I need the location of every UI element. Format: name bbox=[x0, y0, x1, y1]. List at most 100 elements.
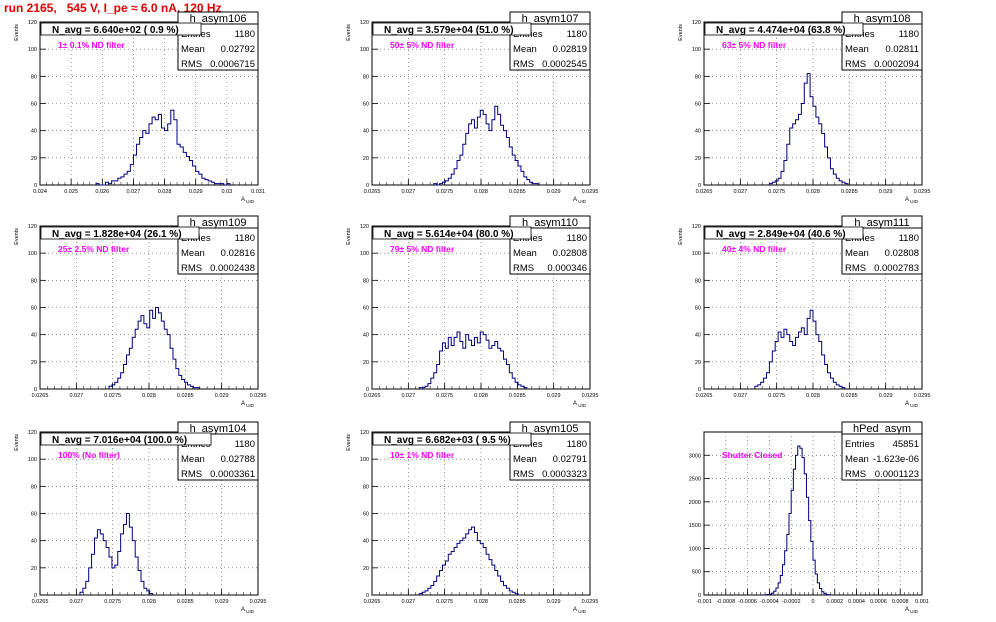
n-avg-label: N_avg = 2.849e+04 (40.6 %) bbox=[716, 229, 846, 240]
histogram-outline bbox=[418, 526, 519, 595]
stats-value: 0.02808 bbox=[553, 248, 587, 259]
x-tick-label: 0.027 bbox=[127, 189, 141, 195]
y-axis-title: Events bbox=[346, 24, 352, 41]
y-tick-label: 100 bbox=[28, 457, 37, 463]
x-tick-label: 0.0004 bbox=[848, 599, 865, 605]
stats-box bbox=[509, 215, 591, 275]
y-tick-label: 40 bbox=[363, 539, 369, 545]
x-tick-label: 0.0285 bbox=[177, 599, 194, 605]
x-tick-label: 0.0285 bbox=[509, 393, 526, 399]
x-axis-title: A UID bbox=[905, 401, 919, 408]
histogram-name: h_asym107 bbox=[522, 13, 579, 25]
histogram-name: h_asym110 bbox=[522, 217, 578, 229]
histogram-outline bbox=[79, 513, 154, 595]
y-tick-label: 100 bbox=[360, 457, 369, 463]
y-axis-title: Events bbox=[346, 434, 352, 451]
y-tick-label: 40 bbox=[31, 539, 37, 545]
histogram-panel-h_asym108: 0.0265 0.027 0.0275 0.028 0.0285 0.029 0.0295 0… bbox=[678, 11, 930, 204]
x-axis-title: A UID bbox=[241, 607, 255, 614]
stats-value: 1180 bbox=[567, 29, 587, 40]
x-axis-title: A UID bbox=[905, 197, 919, 204]
stats-box bbox=[509, 421, 591, 481]
y-tick-label: 100 bbox=[360, 251, 369, 257]
y-tick-label: 40 bbox=[31, 129, 37, 135]
histogram-outline bbox=[764, 445, 831, 596]
y-axis-title: Events bbox=[346, 228, 352, 245]
n-avg-box bbox=[372, 22, 532, 36]
x-tick-label: 0.027 bbox=[733, 189, 747, 195]
stats-label: RMS bbox=[845, 263, 866, 274]
stats-value: 0.0003323 bbox=[542, 469, 587, 480]
x-tick-label: 0.028 bbox=[158, 189, 172, 195]
y-axis-title: Events bbox=[678, 228, 684, 245]
y-tick-label: 20 bbox=[363, 360, 369, 366]
x-tick-label: 0.029 bbox=[189, 189, 203, 195]
x-axis-title: A UID bbox=[573, 401, 587, 408]
y-tick-label: 0 bbox=[34, 387, 37, 393]
histogram-name: h_asym104 bbox=[190, 423, 247, 435]
stats-label: Mean bbox=[181, 44, 205, 55]
x-tick-label: -0.0002 bbox=[782, 599, 801, 605]
x-tick-label: 0.0275 bbox=[768, 393, 785, 399]
x-tick-label: 0.027 bbox=[401, 393, 415, 399]
stats-value: 0.0001123 bbox=[875, 469, 919, 480]
stats-label: Mean bbox=[513, 248, 537, 259]
x-tick-label: 0.028 bbox=[474, 599, 488, 605]
stats-value: -1.623e-06 bbox=[873, 454, 919, 465]
y-tick-label: 2000 bbox=[689, 500, 701, 506]
y-tick-label: 20 bbox=[695, 156, 701, 162]
stats-value: 0.02811 bbox=[885, 44, 919, 55]
y-tick-label: 120 bbox=[28, 430, 37, 436]
x-tick-label: 0.026 bbox=[95, 189, 109, 195]
y-tick-label: 0 bbox=[698, 593, 701, 599]
y-tick-label: 60 bbox=[31, 306, 37, 312]
x-tick-label: 0.0285 bbox=[841, 189, 858, 195]
y-tick-label: 80 bbox=[31, 278, 37, 284]
histogram-outline bbox=[433, 105, 539, 186]
stats-value: 1180 bbox=[235, 29, 255, 40]
stats-value: 0.000346 bbox=[547, 263, 587, 274]
stats-label: Mean bbox=[845, 248, 869, 259]
x-tick-label: 0.028 bbox=[474, 189, 488, 195]
stats-label: RMS bbox=[513, 59, 534, 70]
x-tick-label: 0.024 bbox=[33, 189, 47, 195]
x-axis-title: A UID bbox=[241, 401, 255, 408]
x-tick-label: 0.0275 bbox=[104, 599, 121, 605]
filter-label: 1± 0.1% ND filter bbox=[58, 40, 125, 50]
y-tick-label: 80 bbox=[363, 484, 369, 490]
x-tick-label: 0.029 bbox=[215, 599, 229, 605]
stats-box bbox=[841, 11, 923, 71]
x-tick-label: 0.0275 bbox=[436, 599, 453, 605]
filter-label: 10± 1% ND filter bbox=[390, 450, 455, 460]
stats-value: 0.0002438 bbox=[210, 263, 255, 274]
histogram-name: h_asym106 bbox=[190, 13, 247, 25]
histogram-panel-h_asym111: 0.0265 0.027 0.0275 0.028 0.0285 0.029 0.0295 0… bbox=[678, 215, 930, 408]
x-tick-label: 0.0285 bbox=[509, 599, 526, 605]
x-tick-label: 0.028 bbox=[142, 599, 156, 605]
histogram-name: h_asym108 bbox=[854, 13, 911, 25]
x-tick-label: 0.0295 bbox=[582, 599, 599, 605]
stats-value: 0.02819 bbox=[553, 44, 587, 55]
x-tick-label: 0.0285 bbox=[177, 393, 194, 399]
y-tick-label: 40 bbox=[31, 333, 37, 339]
histogram-panel-h_asym107: 0.0265 0.027 0.0275 0.028 0.0285 0.029 0.0295 0… bbox=[346, 11, 598, 204]
y-tick-label: 2500 bbox=[689, 477, 701, 483]
histogram-outline bbox=[95, 109, 231, 186]
stats-label: RMS bbox=[513, 469, 534, 480]
filter-label: 100% (No filter) bbox=[58, 450, 120, 460]
y-tick-label: 80 bbox=[31, 74, 37, 80]
x-axis-title: A UID bbox=[905, 607, 919, 614]
y-tick-label: 0 bbox=[34, 183, 37, 189]
stats-box bbox=[509, 11, 591, 71]
y-tick-label: 100 bbox=[28, 47, 37, 53]
x-tick-label: 0.0265 bbox=[364, 599, 381, 605]
x-tick-label: -0.0006 bbox=[738, 599, 757, 605]
stats-label: Mean bbox=[181, 248, 205, 259]
stats-box bbox=[841, 215, 923, 275]
stats-value: 0.0006715 bbox=[210, 59, 255, 70]
filter-label: Shutter Closed bbox=[722, 450, 782, 460]
x-tick-label: 0.027 bbox=[733, 393, 747, 399]
y-tick-label: 60 bbox=[363, 102, 369, 108]
stats-label: Entries bbox=[845, 439, 875, 450]
x-tick-label: 0.028 bbox=[806, 393, 820, 399]
